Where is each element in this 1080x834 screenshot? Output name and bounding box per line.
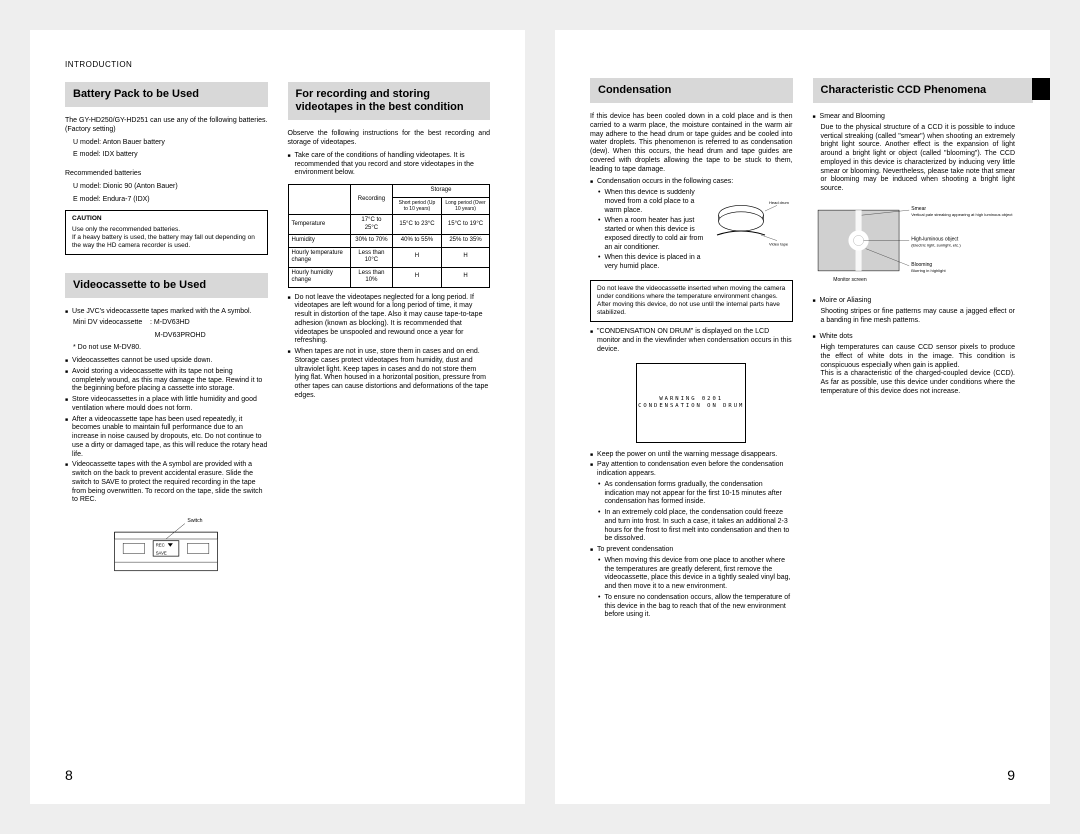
- table-cell: 15°C to 23°C: [392, 215, 441, 235]
- lcd-display: WARNING 0201 CONDENSATION ON DRUM: [636, 363, 746, 443]
- th-short: Short period (Up to 10 years): [392, 197, 441, 215]
- cond-ensure: To ensure no condensation occurs, allow …: [598, 594, 793, 620]
- heading-condensation: Condensation: [590, 78, 793, 103]
- memo-text: Do not leave the videocassette inserted …: [597, 285, 786, 318]
- moire-h: Moire or Aliasing: [813, 297, 1016, 306]
- right-columns: Condensation If this device has been coo…: [590, 78, 1015, 622]
- heading-recording: For recording and storing videotapes in …: [288, 82, 491, 120]
- table-cell: Humidity: [288, 235, 350, 248]
- page-spread: INTRODUCTION Battery Pack to be Used The…: [30, 30, 1050, 804]
- svg-text:(Electric light, sunlight, etc: (Electric light, sunlight, etc.): [911, 243, 961, 248]
- table-cell: H: [441, 247, 489, 267]
- battery-rec-u: U model: Dionic 90 (Anton Bauer): [73, 183, 268, 192]
- vc-b1a: Mini DV videocassette : M-DV63HD: [73, 319, 268, 328]
- switch-label: Switch: [188, 518, 203, 524]
- col-ccd: Characteristic CCD Phenomena Smear and B…: [813, 78, 1016, 622]
- lcd-line2: CONDENSATION ON DRUM: [638, 403, 744, 410]
- rec-intro: Observe the following instructions for t…: [288, 130, 491, 148]
- left-columns: Battery Pack to be Used The GY-HD250/GY-…: [65, 82, 490, 585]
- svg-text:Vertical pale streaking appear: Vertical pale streaking appearing at hig…: [911, 212, 1013, 217]
- vc-b4: Store videocassettes in a place with lit…: [65, 396, 268, 414]
- battery-rec-label: Recommended batteries: [65, 170, 268, 179]
- th-storage: Storage: [392, 185, 489, 198]
- vc-b1: Use JVC's videocassette tapes marked wit…: [65, 308, 268, 317]
- table-cell: Hourly humidity change: [288, 267, 350, 287]
- col-recording: For recording and storing videotapes in …: [288, 82, 491, 585]
- table-cell: H: [392, 267, 441, 287]
- svg-text:Blurring in highlight: Blurring in highlight: [911, 268, 946, 273]
- cond-sb3: When this device is placed in a very hum…: [598, 254, 707, 272]
- table-cell: 30% to 70%: [350, 235, 392, 248]
- battery-intro: The GY-HD250/GY-HD251 can use any of the…: [65, 117, 268, 135]
- caution-text: Use only the recommended batteries. If a…: [72, 226, 261, 250]
- col-condensation: Condensation If this device has been coo…: [590, 78, 793, 622]
- heading-battery: Battery Pack to be Used: [65, 82, 268, 107]
- cond-lcd-intro: "CONDENSATION ON DRUM" is displayed on t…: [590, 328, 793, 354]
- battery-e: E model: IDX battery: [73, 151, 268, 160]
- rec-b1: Take care of the conditions of handling …: [288, 152, 491, 178]
- cond-cold: In an extremely cold place, the condensa…: [598, 509, 793, 544]
- white-p: High temperatures can cause CCD sensor p…: [821, 344, 1016, 397]
- heading-ccd: Characteristic CCD Phenomena: [813, 78, 1034, 103]
- th-long: Long period (Over 10 years): [441, 197, 489, 215]
- cond-intro: Condensation occurs in the following cas…: [590, 178, 793, 187]
- svg-text:Head drum: Head drum: [769, 200, 789, 205]
- vc-b6: Videocassette tapes with the A symbol ar…: [65, 461, 268, 505]
- switch-diagram: Switch REC SAVE: [106, 515, 226, 575]
- table-cell: Less than 10°C: [350, 247, 392, 267]
- vc-b2: Videocassettes cannot be used upside dow…: [65, 357, 268, 366]
- heading-videocassette: Videocassette to be Used: [65, 273, 268, 298]
- smear-p: Due to the physical structure of a CCD i…: [821, 124, 1016, 194]
- memo-box: Do not leave the videocassette inserted …: [590, 280, 793, 323]
- table-cell: Temperature: [288, 215, 350, 235]
- rec-b2: Do not leave the videotapes neglected fo…: [288, 294, 491, 347]
- vc-b3: Avoid storing a videocassette with its t…: [65, 368, 268, 394]
- battery-u: U model: Anton Bauer battery: [73, 139, 268, 148]
- svg-text:Video tape: Video tape: [769, 242, 789, 247]
- thumb-tab: [1032, 78, 1050, 100]
- ccd-diagram: Monitor screen Smear Vertical pale strea…: [813, 200, 1016, 291]
- cond-move: When moving this device from one place t…: [598, 557, 793, 592]
- white-h: White dots: [813, 333, 1016, 342]
- section-header: INTRODUCTION: [65, 60, 490, 70]
- moire-p: Shooting stripes or fine patterns may ca…: [821, 308, 1016, 326]
- page-num-right: 9: [1007, 767, 1015, 785]
- rec-b3: When tapes are not in use, store them in…: [288, 348, 491, 401]
- table-cell: Less than 10%: [350, 267, 392, 287]
- lcd-line1: WARNING 0201: [659, 396, 723, 403]
- table-cell: 25% to 35%: [441, 235, 489, 248]
- svg-text:Monitor screen: Monitor screen: [833, 277, 867, 283]
- vc-b1b: M-DV63PROHD: [73, 332, 268, 341]
- cond-prevent: To prevent condensation: [590, 546, 793, 555]
- vc-b5: After a videocassette tape has been used…: [65, 416, 268, 460]
- svg-text:REC: REC: [156, 543, 165, 548]
- table-cell: H: [441, 267, 489, 287]
- cond-sb2: When a room heater has just started or w…: [598, 217, 707, 252]
- th-recording: Recording: [350, 185, 392, 215]
- right-page: Condensation If this device has been coo…: [555, 30, 1050, 804]
- svg-text:SAVE: SAVE: [156, 551, 167, 556]
- col-battery-videocassette: Battery Pack to be Used The GY-HD250/GY-…: [65, 82, 268, 585]
- cond-keep: Keep the power on until the warning mess…: [590, 451, 793, 460]
- left-page: INTRODUCTION Battery Pack to be Used The…: [30, 30, 525, 804]
- drum-diagram: Head drum Video tape: [713, 191, 793, 255]
- caution-box: CAUTION Use only the recommended batteri…: [65, 210, 268, 255]
- cond-p1: If this device has been cooled down in a…: [590, 113, 793, 174]
- table-cell: 40% to 55%: [392, 235, 441, 248]
- vc-b1c: * Do not use M-DV80.: [73, 344, 268, 353]
- caution-label: CAUTION: [72, 215, 261, 223]
- cond-grad: As condensation forms gradually, the con…: [598, 481, 793, 507]
- storage-table: Recording Storage Short period (Up to 10…: [288, 184, 491, 288]
- page-num-left: 8: [65, 767, 73, 785]
- battery-rec-e: E model: Endura-7 (IDX): [73, 196, 268, 205]
- smear-h: Smear and Blooming: [813, 113, 1016, 122]
- table-cell: 17°C to 25°C: [350, 215, 392, 235]
- cond-pay: Pay attention to condensation even befor…: [590, 461, 793, 479]
- table-cell: 15°C to 19°C: [441, 215, 489, 235]
- cond-sb1: When this device is suddenly moved from …: [598, 189, 707, 215]
- table-cell: Hourly temperature change: [288, 247, 350, 267]
- table-cell: H: [392, 247, 441, 267]
